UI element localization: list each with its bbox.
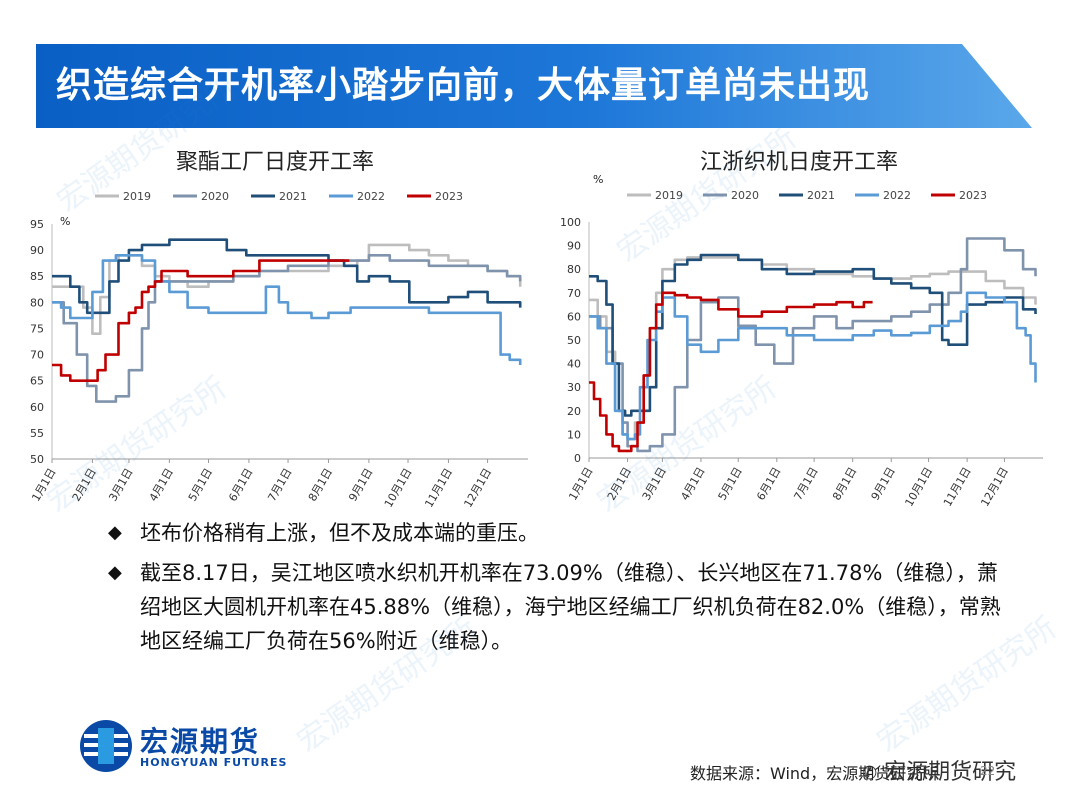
y-tick-label: 0	[574, 452, 581, 465]
series-line-2022	[52, 254, 522, 365]
logo-name: 宏源期货	[140, 725, 261, 758]
x-tick-label: 9月1日	[346, 466, 375, 504]
y-tick-label: 90	[567, 240, 581, 253]
x-tick-label: 12月1日	[978, 465, 1011, 509]
y-tick-label: 60	[30, 401, 44, 414]
x-tick-label: 7月1日	[791, 465, 820, 503]
legend-label-2021: 2021	[807, 189, 835, 202]
chart1-title: 聚酯工厂日度开工率	[176, 150, 375, 175]
legend-label-2019: 2019	[655, 189, 683, 202]
x-tick-label: 6月1日	[226, 466, 255, 504]
x-tick-label: 7月1日	[265, 466, 294, 504]
series-line-2020	[52, 254, 522, 403]
y-tick-label: 30	[567, 381, 581, 394]
y-tick-label: 50	[567, 334, 581, 347]
y-axis-unit: %	[60, 215, 70, 228]
x-tick-label: 3月1日	[640, 465, 669, 503]
x-tick-label: 6月1日	[754, 465, 783, 503]
y-tick-label: 70	[30, 349, 44, 362]
y-tick-label: 100	[560, 216, 581, 229]
y-tick-label: 85	[30, 270, 44, 283]
x-tick-label: 9月1日	[869, 465, 898, 503]
series-line-2021	[52, 238, 522, 315]
x-tick-label: 5月1日	[186, 466, 215, 504]
company-logo: 宏源期货 HONGYUAN FUTURES	[78, 718, 338, 774]
y-tick-label: 10	[567, 428, 581, 441]
bullet-text: 截至8.17日，吴江地区喷水织机开机率在73.09%（维稳）、长兴地区在71.7…	[140, 561, 1001, 653]
logo-subtitle: HONGYUAN FUTURES	[140, 756, 288, 769]
title-bar: 织造综合开机率小踏步向前，大体量订单尚未出现	[36, 44, 1032, 128]
series-line-2023	[589, 291, 873, 453]
bullet-diamond-icon: ◆	[108, 562, 122, 583]
y-tick-label: 50	[30, 453, 44, 466]
series-line-2023	[52, 259, 350, 382]
x-tick-label: 1月1日	[29, 466, 58, 504]
x-tick-label: 8月1日	[306, 466, 335, 504]
y-tick-label: 40	[567, 358, 581, 371]
legend-label-2022: 2022	[883, 189, 911, 202]
legend-label-2020: 2020	[731, 189, 759, 202]
legend-label-2019: 2019	[123, 190, 151, 203]
bullet-item: ◆ 坯布价格稍有上涨，但不及成本端的重压。	[108, 516, 1008, 550]
legend-label-2022: 2022	[357, 190, 385, 203]
page-number: 22	[980, 764, 996, 778]
x-tick-label: 11月1日	[422, 466, 455, 510]
legend-label-2023: 2023	[959, 189, 987, 202]
x-tick-label: 5月1日	[716, 465, 745, 503]
x-tick-label: 12月1日	[461, 466, 494, 510]
bullet-text: 坯布价格稍有上涨，但不及成本端的重压。	[140, 521, 539, 545]
x-tick-label: 10月1日	[902, 465, 935, 509]
legend-label-2020: 2020	[201, 190, 229, 203]
bullet-item: ◆ 截至8.17日，吴江地区喷水织机开机率在73.09%（维稳）、长兴地区在71…	[108, 556, 1008, 658]
legend-label-2021: 2021	[279, 190, 307, 203]
x-tick-label: 4月1日	[678, 465, 707, 503]
x-tick-label: 2月1日	[605, 465, 634, 503]
y-tick-label: 70	[567, 287, 581, 300]
title-bar-corner	[962, 44, 1032, 128]
series-line-2019	[52, 243, 522, 335]
legend-label-2023: 2023	[435, 190, 463, 203]
x-tick-label: 11月1日	[941, 465, 974, 509]
y-tick-label: 90	[30, 244, 44, 257]
slide-title: 织造综合开机率小踏步向前，大体量订单尚未出现	[56, 65, 871, 106]
bullet-diamond-icon: ◆	[108, 522, 122, 543]
x-tick-label: 4月1日	[147, 466, 176, 504]
chart2-title: 江浙织机日度开工率	[700, 150, 899, 175]
y-axis-unit: %	[593, 173, 603, 186]
x-tick-label: 2月1日	[70, 466, 99, 504]
bullet-list: ◆ 坯布价格稍有上涨，但不及成本端的重压。 ◆ 截至8.17日，吴江地区喷水织机…	[108, 516, 1008, 658]
wechat-icon: ✆	[862, 763, 878, 784]
logo-mark-icon	[80, 720, 132, 772]
y-tick-label: 80	[567, 263, 581, 276]
series-line-2022	[589, 291, 1037, 441]
y-tick-label: 60	[567, 310, 581, 323]
chart-polyester-operating-rate: 2019 2020 2021 2022 2023% 50 55 60 65 70 75 80 85 90 9…	[29, 190, 528, 510]
chart-jiangzhe-loom-operating-rate: 2019 2020 2021 2022 2023% 0 10 20 30 40 50 60 70 80 90…	[560, 173, 1043, 509]
y-tick-label: 80	[30, 296, 44, 309]
x-tick-label: 8月1日	[830, 465, 859, 503]
y-tick-label: 20	[567, 405, 581, 418]
series-line-2020	[589, 237, 1037, 453]
wechat-account: ✆ 宏源期货研究	[862, 754, 1016, 786]
y-tick-label: 75	[30, 322, 44, 335]
y-tick-label: 95	[30, 218, 44, 231]
x-tick-label: 1月1日	[566, 465, 595, 503]
x-tick-label: 10月1日	[382, 466, 415, 510]
series-line-2021	[589, 253, 1037, 417]
x-tick-label: 3月1日	[106, 466, 135, 504]
y-tick-label: 65	[30, 375, 44, 388]
y-tick-label: 55	[30, 427, 44, 440]
wechat-account-name: 宏源期货研究	[884, 760, 1017, 785]
data-source: 数据来源：Wind，宏源期货研究所	[690, 764, 939, 783]
